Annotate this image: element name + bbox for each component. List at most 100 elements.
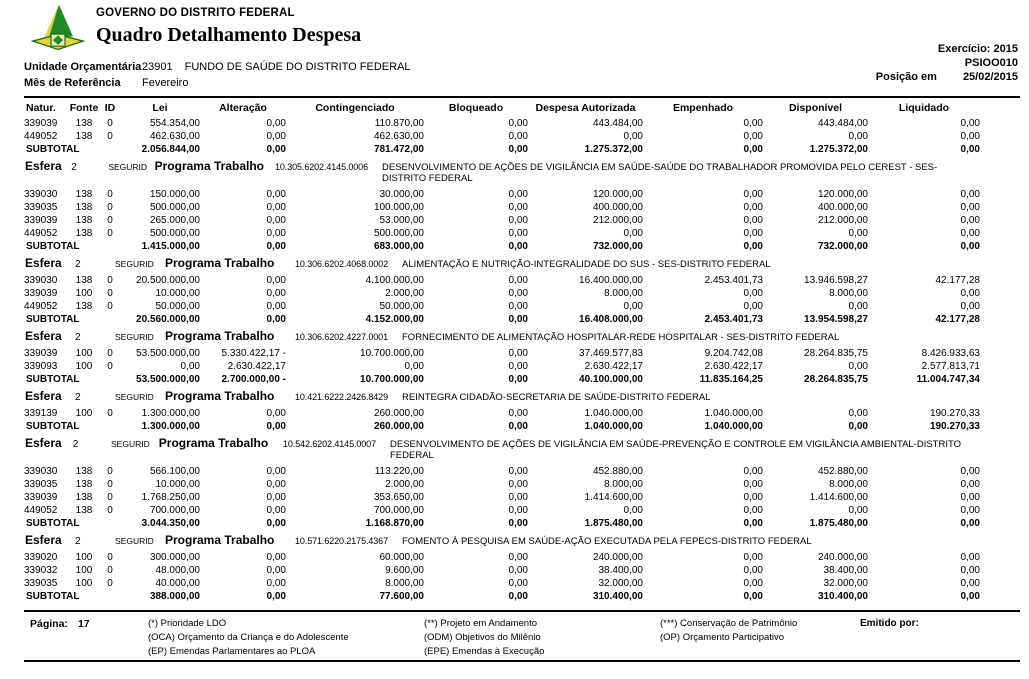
cell: 0,00 xyxy=(848,361,868,372)
cell: 339039 xyxy=(24,492,58,503)
cell: 339030 xyxy=(24,275,58,286)
subtotal-label: SUBTOTAL xyxy=(26,374,80,385)
cell: 1.768.250,00 xyxy=(141,492,200,503)
subtotal-cell: 2.453.401,73 xyxy=(704,314,763,325)
cell: 0,00 xyxy=(960,288,980,299)
cell: 30.000,00 xyxy=(379,189,425,200)
posicao-value: 25/02/2015 xyxy=(962,71,1018,83)
cell: 0 xyxy=(107,215,113,226)
cell: 0,00 xyxy=(960,118,980,129)
table-row: 449052 138 0 462.630,00 0,00 462.630,00 0,00 0,… xyxy=(24,129,980,142)
cell: 38.400,00 xyxy=(598,565,644,576)
cell: 0,00 xyxy=(266,552,286,563)
cell: 8.000,00 xyxy=(829,479,868,490)
subtotal-cell: 16.408.000,00 xyxy=(579,314,643,325)
cell: 138 xyxy=(75,189,93,200)
subtotal-cell: 1.040.000,00 xyxy=(704,421,763,432)
table-row: 339035 138 0 10.000,00 0,00 2.000,00 0,00 8.000… xyxy=(24,477,980,490)
subtotal-cell: 77.600,00 xyxy=(379,591,425,602)
cell: 452.880,00 xyxy=(817,466,868,477)
table-row: 339032 100 0 48.000,00 0,00 9.600,00 0,00 38.40… xyxy=(24,563,980,576)
programa-trabalho-code: 10.571.6220.2175.4367 xyxy=(295,536,388,546)
cell: 120.000,00 xyxy=(592,189,643,200)
programa-trabalho-desc: FORNECIMENTO DE ALIMENTAÇÃO HOSPITALAR-R… xyxy=(402,332,840,343)
cell: 100 xyxy=(75,565,93,576)
posicao-row: Posição em 25/02/2015 xyxy=(850,70,1018,84)
cell: 0,00 xyxy=(960,202,980,213)
cell: 0,00 xyxy=(960,228,980,239)
cell: 0,00 xyxy=(960,215,980,226)
esfera-row: Esfera 2 SEGURID Programa Trabalho 10.542.62… xyxy=(24,432,980,464)
cell: 150.000,00 xyxy=(149,189,200,200)
cell: 2.630.422,17 xyxy=(227,361,286,372)
cell: 500.000,00 xyxy=(149,228,200,239)
esfera-regime: SEGURID xyxy=(115,392,154,402)
cell: 32.000,00 xyxy=(823,578,869,589)
subtotal-cell: 42.177,28 xyxy=(935,314,981,325)
subtotal-cell: 2.056.844,00 xyxy=(141,144,200,155)
table-row: 339093 100 0 0,00 2.630.422,17 0,00 0,00 2.630.… xyxy=(24,359,980,372)
subtotal-cell: 2.700.000,00 - xyxy=(221,374,287,385)
cell: 0,00 xyxy=(743,565,763,576)
cell: 138 xyxy=(75,505,93,516)
esfera-value: 2 xyxy=(72,439,79,450)
programa-trabalho-code: 10.306.6202.4068.0002 xyxy=(295,259,388,269)
cell: 0,00 xyxy=(266,505,286,516)
cell: 138 xyxy=(75,466,93,477)
cell: 0,00 xyxy=(266,565,286,576)
cell: 0,00 xyxy=(266,202,286,213)
cell: 0,00 xyxy=(508,301,528,312)
subtotal-cell: 0,00 xyxy=(266,314,286,325)
table-row: 339020 100 0 300.000,00 0,00 60.000,00 0,00 240… xyxy=(24,550,980,563)
esfera-label: Esfera xyxy=(25,436,62,450)
cell: 0,00 xyxy=(180,361,200,372)
subtotal-cell: 0,00 xyxy=(743,518,763,529)
cell: 20.500.000,00 xyxy=(136,275,200,286)
subtotal-cell: 0,00 xyxy=(266,421,286,432)
subtotal-cell: 0,00 xyxy=(508,144,528,155)
esfera-line: Esfera 2 SEGURID Programa Trabalho 10.421.62… xyxy=(24,390,980,403)
report-meta-left: Unidade Orçamentária 23901 FUNDO DE SAÚD… xyxy=(24,59,411,91)
subtotal-cell: 10.700.000,00 xyxy=(360,374,424,385)
cell: 212.000,00 xyxy=(592,215,643,226)
cell: 0,00 xyxy=(266,466,286,477)
cell: 240.000,00 xyxy=(592,552,643,563)
cell: 8.000,00 xyxy=(604,288,643,299)
col-header-id: ID xyxy=(104,102,116,114)
cell: 339039 xyxy=(24,348,58,359)
cell: 100 xyxy=(75,361,93,372)
unidade-code: 23901 xyxy=(142,61,173,73)
cell: 10.000,00 xyxy=(155,479,201,490)
cell: 500.000,00 xyxy=(373,228,424,239)
cell: 8.426.933,63 xyxy=(921,348,980,359)
cell: 0,00 xyxy=(848,301,868,312)
cell: 9.204.742,08 xyxy=(704,348,763,359)
table-row: 449052 138 0 500.000,00 0,00 500.000,00 0,00 0,… xyxy=(24,226,980,239)
cell: 265.000,00 xyxy=(149,215,200,226)
col-header-alteracao: Alteração xyxy=(219,102,267,114)
cell: 212.000,00 xyxy=(817,215,868,226)
unidade-name: FUNDO DE SAÚDE DO DISTRITO FEDERAL xyxy=(184,61,411,73)
programa-trabalho-code: 10.421.6222.2426.8429 xyxy=(295,392,388,402)
esfera-row: Esfera 2 SEGURID Programa Trabalho 10.305.62… xyxy=(24,155,980,187)
cell: 32.000,00 xyxy=(598,578,644,589)
subtotal-label: SUBTOTAL xyxy=(26,314,80,325)
subtotal-cell: 1.275.372,00 xyxy=(809,144,868,155)
cell: 339139 xyxy=(24,408,58,419)
legend-item: (ODM) Objetivos do Milênio xyxy=(424,632,541,643)
cell: 0 xyxy=(107,492,113,503)
cell: 0,00 xyxy=(508,215,528,226)
cell: 0,00 xyxy=(508,466,528,477)
subtotal-cell: 0,00 xyxy=(508,518,528,529)
col-header-lei: Lei xyxy=(152,102,168,114)
cell: 0 xyxy=(107,202,113,213)
legend-col2: (**) Projeto em Andamento (ODM) Objetivos… xyxy=(424,617,660,659)
cell: 0,00 xyxy=(743,118,763,129)
cell: 0 xyxy=(107,466,113,477)
cell: 339039 xyxy=(24,118,58,129)
cell: 8.000,00 xyxy=(385,578,424,589)
subtotal-cell: 732.000,00 xyxy=(817,241,868,252)
cell: 400.000,00 xyxy=(592,202,643,213)
subtotal-cell: 40.100.000,00 xyxy=(579,374,643,385)
cell: 8.000,00 xyxy=(829,288,868,299)
